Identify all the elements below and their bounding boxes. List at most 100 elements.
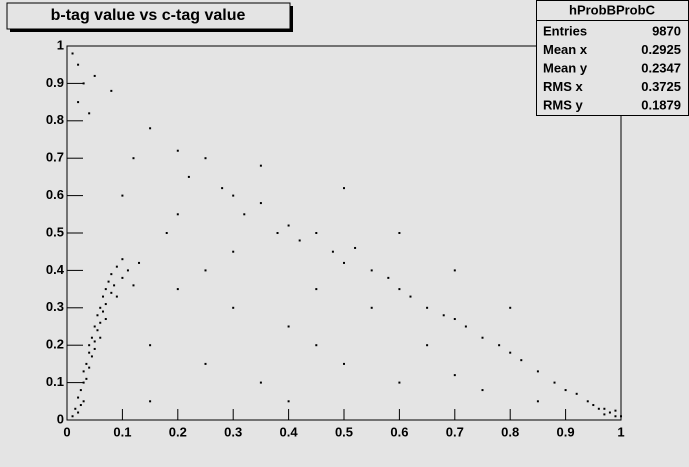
point [620, 415, 622, 418]
point [464, 325, 467, 328]
point [104, 303, 107, 306]
point [93, 340, 96, 343]
point [132, 284, 135, 287]
point [520, 359, 523, 362]
stats-value: 0.2347 [641, 60, 681, 75]
point [110, 291, 113, 294]
point [343, 261, 345, 264]
y-tick-label: 0.4 [46, 262, 65, 277]
x-tick-label: 0 [63, 424, 70, 439]
point [259, 202, 262, 205]
point [481, 389, 484, 392]
y-tick-label: 0.9 [46, 75, 64, 90]
y-tick-label: 0.8 [46, 112, 64, 127]
point [608, 411, 611, 414]
point [82, 82, 85, 85]
point [298, 239, 301, 242]
point [536, 400, 539, 403]
point [498, 344, 501, 347]
stats-value: 0.2925 [641, 42, 681, 57]
point [138, 261, 141, 264]
point [343, 362, 345, 365]
point [90, 336, 93, 339]
y-tick-label: 0.1 [46, 374, 64, 389]
title-box [6, 2, 291, 30]
stats-value: 0.3725 [641, 79, 681, 94]
point [536, 370, 539, 373]
x-tick-label: 0.2 [169, 424, 187, 439]
point [132, 157, 135, 160]
point [107, 280, 110, 283]
point [121, 258, 124, 261]
point [93, 325, 96, 328]
point [149, 344, 152, 347]
point [88, 351, 91, 354]
x-tick-label: 0.7 [446, 424, 464, 439]
x-tick-label: 0.4 [280, 424, 299, 439]
point [102, 310, 105, 313]
point [387, 276, 390, 279]
point [90, 355, 93, 358]
point [71, 415, 74, 418]
point [614, 415, 617, 418]
point [77, 411, 80, 414]
stats-value: 9870 [652, 23, 681, 38]
point [74, 407, 77, 410]
x-tick-label: 1 [617, 424, 624, 439]
point [115, 295, 118, 298]
point [96, 314, 99, 317]
point [176, 213, 179, 216]
point [287, 325, 290, 328]
y-tick-label: 0.7 [46, 150, 64, 165]
stats-label: Mean y [543, 60, 588, 75]
point [85, 362, 88, 365]
point [204, 157, 207, 160]
point [104, 318, 107, 321]
point [121, 276, 124, 279]
point [99, 306, 102, 309]
point [331, 250, 334, 253]
point [481, 336, 484, 339]
stats-title: hProbBProbC [569, 2, 656, 17]
point [453, 374, 456, 377]
point [79, 389, 82, 392]
point [204, 269, 207, 272]
point [603, 413, 606, 416]
point [315, 344, 318, 347]
point [564, 389, 567, 392]
point [509, 306, 512, 309]
x-tick-label: 0.1 [113, 424, 131, 439]
y-tick-label: 0.5 [46, 224, 64, 239]
point [453, 269, 456, 272]
stats-label: RMS y [543, 97, 584, 112]
point [453, 318, 456, 321]
point [575, 392, 578, 395]
y-tick-label: 0.6 [46, 187, 64, 202]
point [82, 381, 85, 384]
point [79, 404, 82, 407]
point [85, 377, 88, 380]
x-tick-label: 0.6 [390, 424, 408, 439]
point [276, 232, 279, 234]
stats-frame [536, 0, 689, 116]
point [509, 351, 512, 354]
point [243, 213, 246, 216]
point [232, 194, 235, 197]
point [126, 269, 129, 272]
point [370, 306, 373, 309]
point [88, 112, 91, 115]
point [121, 194, 124, 197]
point [88, 366, 91, 369]
y-tick-label: 1 [57, 37, 64, 52]
stats-label: Entries [543, 23, 587, 38]
point [99, 336, 102, 339]
point [96, 329, 99, 332]
point [93, 74, 96, 77]
point [287, 400, 290, 403]
point [77, 101, 80, 104]
y-tick-label: 0 [57, 411, 64, 426]
x-tick-label: 0.5 [335, 424, 353, 439]
chart-title: b-tag value vs c-tag value [51, 7, 246, 24]
point [102, 295, 105, 298]
